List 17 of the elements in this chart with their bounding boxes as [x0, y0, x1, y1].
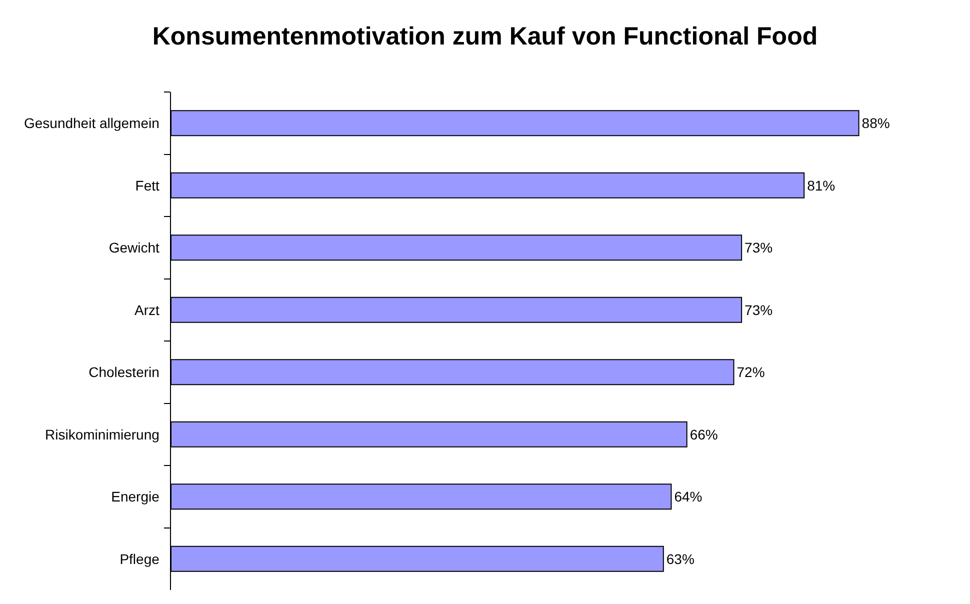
y-tick-label: Pflege	[120, 550, 168, 567]
data-label: 66%	[690, 426, 718, 442]
chart-title: Konsumentenmotivation zum Kauf von Functional Food	[152, 22, 818, 51]
y-tick-label: Gewicht	[108, 240, 168, 256]
data-label: 88%	[862, 115, 890, 132]
data-label: 63%	[666, 550, 694, 567]
y-tick-label: Gesundheit allgemein	[24, 115, 168, 132]
y-tick-label: Cholesterin	[88, 364, 168, 380]
data-label: 81%	[807, 177, 836, 194]
y-tick-label: Fett	[135, 177, 168, 194]
y-tick-label: Risikominimierung	[45, 426, 168, 442]
data-label: 73%	[744, 302, 773, 318]
data-label: 73%	[744, 240, 773, 256]
data-label: 64%	[674, 488, 702, 505]
data-label: 72%	[736, 364, 765, 380]
y-tick-label: Arzt	[134, 302, 168, 318]
y-tick-label: Energie	[111, 488, 168, 505]
